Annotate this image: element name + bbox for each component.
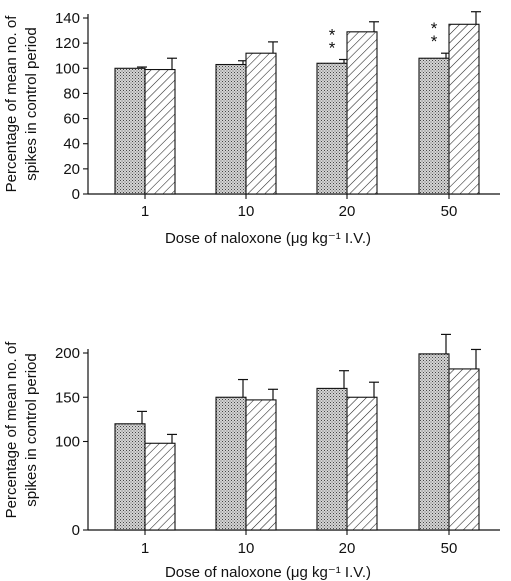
x-tick-label: 20 xyxy=(339,540,356,557)
y-axis-title-line1: Percentage of mean no. of xyxy=(3,341,20,519)
bar xyxy=(245,52,277,195)
x-axis-title: Dose of naloxone (μg kg⁻¹ I.V.) xyxy=(165,230,371,247)
y-tick-label: 60 xyxy=(63,111,80,128)
bar xyxy=(346,396,378,531)
y-tick-label: 0 xyxy=(72,186,80,203)
x-tick-label: 50 xyxy=(441,540,458,557)
bar xyxy=(215,63,247,195)
y-tick-label: 0 xyxy=(72,522,80,539)
bar xyxy=(215,396,247,531)
bar xyxy=(346,31,378,195)
y-tick-label: 40 xyxy=(63,136,80,153)
x-axis-title: Dose of naloxone (μg kg⁻¹ I.V.) xyxy=(165,564,371,581)
bar xyxy=(245,399,277,531)
bar xyxy=(316,62,348,195)
y-tick-label: 100 xyxy=(55,434,80,451)
x-tick-label: 1 xyxy=(141,203,149,220)
bar xyxy=(316,387,348,531)
y-tick-label: 140 xyxy=(55,10,80,27)
x-tick-label: 10 xyxy=(238,203,255,220)
y-tick-label: 80 xyxy=(63,85,80,102)
y-axis-title-line2: spikes in control period xyxy=(23,27,40,180)
y-tick-label: 150 xyxy=(55,389,80,406)
significance-marker: * * xyxy=(431,19,438,51)
y-tick-label: 120 xyxy=(55,35,80,52)
y-tick-label: 100 xyxy=(55,60,80,77)
x-tick-label: 10 xyxy=(238,540,255,557)
bar xyxy=(144,68,176,195)
y-tick-label: 200 xyxy=(55,345,80,362)
bar xyxy=(144,442,176,531)
x-tick-label: 1 xyxy=(141,540,149,557)
bar xyxy=(114,423,146,531)
x-tick-label: 50 xyxy=(441,203,458,220)
y-axis-title-line2: spikes in control period xyxy=(23,353,40,506)
x-tick-label: 20 xyxy=(339,203,356,220)
y-tick-label: 20 xyxy=(63,161,80,178)
bar xyxy=(418,57,450,195)
significance-marker: * * xyxy=(329,25,336,57)
bar xyxy=(418,353,450,531)
bar xyxy=(114,67,146,195)
bar xyxy=(448,23,480,195)
bar xyxy=(448,368,480,531)
y-axis-title-line1: Percentage of mean no. of xyxy=(3,15,20,193)
